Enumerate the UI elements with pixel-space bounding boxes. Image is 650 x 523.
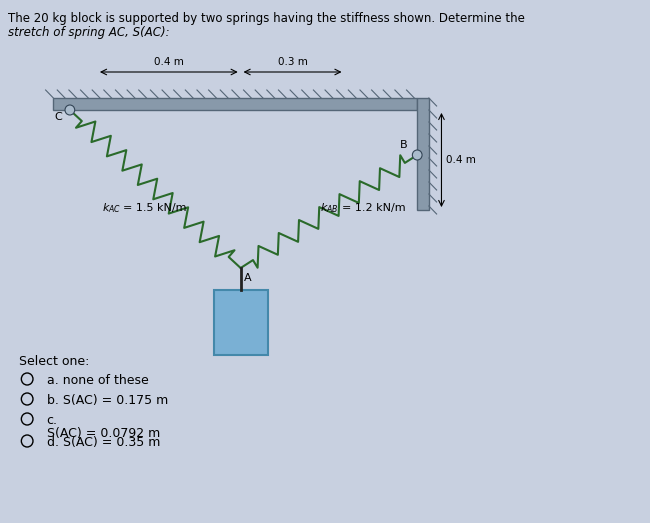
Text: stretch of spring AC, S(AC):: stretch of spring AC, S(AC): <box>8 26 170 39</box>
Text: c.: c. <box>47 414 58 427</box>
Text: a. none of these: a. none of these <box>47 374 148 387</box>
Text: d. S(AC) = 0.35 m: d. S(AC) = 0.35 m <box>47 436 160 449</box>
Text: = 1.5 kN/m: = 1.5 kN/m <box>124 203 187 213</box>
Text: S(AC) = 0.0792 m: S(AC) = 0.0792 m <box>47 427 160 440</box>
Text: 0.3 m: 0.3 m <box>278 57 307 67</box>
Text: $k_{AB}$: $k_{AB}$ <box>320 201 339 215</box>
FancyBboxPatch shape <box>214 290 268 355</box>
Text: B: B <box>400 140 408 150</box>
Text: 0.4 m: 0.4 m <box>447 155 476 165</box>
FancyBboxPatch shape <box>417 98 429 210</box>
Text: A: A <box>244 273 251 283</box>
Text: The 20 kg block is supported by two springs having the stiffness shown. Determin: The 20 kg block is supported by two spri… <box>8 12 525 25</box>
Text: Select one:: Select one: <box>20 355 90 368</box>
Text: $k_{AC}$: $k_{AC}$ <box>102 201 121 215</box>
Text: 0.4 m: 0.4 m <box>154 57 184 67</box>
Text: b. S(AC) = 0.175 m: b. S(AC) = 0.175 m <box>47 394 168 407</box>
Text: C: C <box>55 112 62 122</box>
Text: = 1.2 kN/m: = 1.2 kN/m <box>341 203 405 213</box>
FancyBboxPatch shape <box>53 98 417 110</box>
Circle shape <box>65 105 75 115</box>
Circle shape <box>412 150 422 160</box>
